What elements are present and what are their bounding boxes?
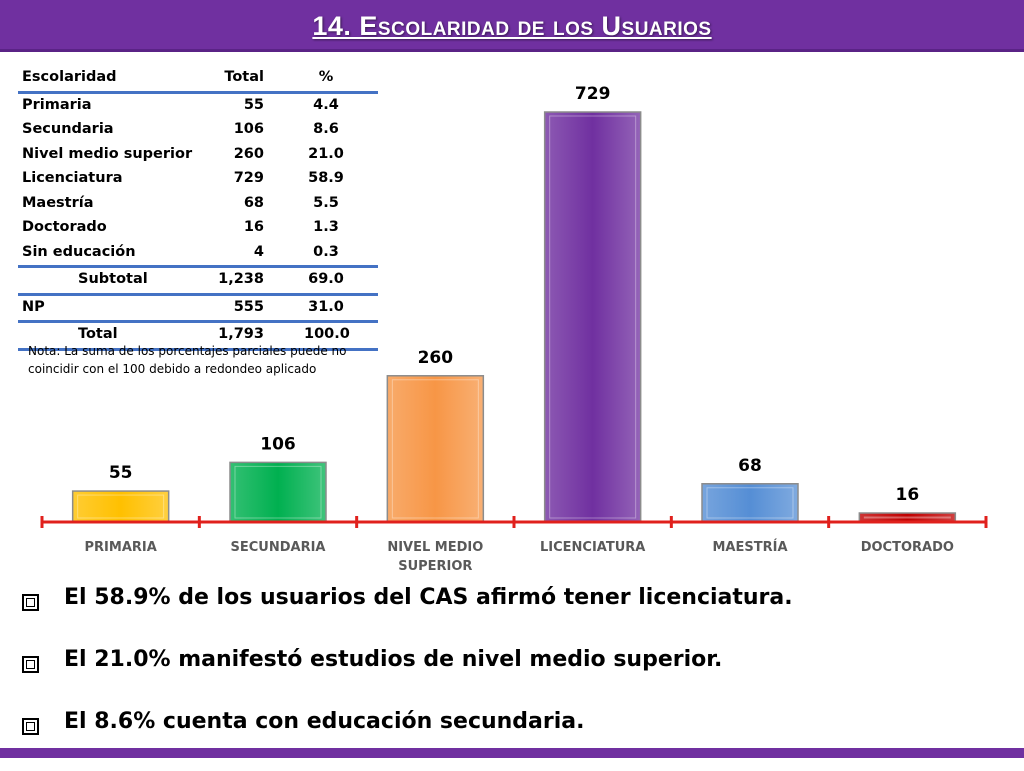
x-tick-label: LICENCIATURA bbox=[540, 540, 645, 555]
row-percent: 8.6 bbox=[313, 121, 339, 137]
row-total: 106 bbox=[233, 121, 264, 137]
row-percent: 58.9 bbox=[308, 170, 344, 186]
bar-highlight bbox=[549, 115, 637, 519]
table-row: Doctorado 16 1.3 bbox=[18, 216, 378, 241]
row-percent: 1.3 bbox=[313, 219, 339, 235]
title-bar: 14. Escolaridad de los Usuarios bbox=[0, 0, 1024, 52]
bullet-text: El 21.0% manifestó estudios de nivel med… bbox=[64, 647, 723, 672]
row-percent: 4.4 bbox=[313, 96, 339, 113]
row-total: 729 bbox=[233, 170, 264, 186]
row-percent: 0.3 bbox=[313, 243, 339, 260]
bar bbox=[229, 461, 327, 523]
np-total: 555 bbox=[233, 298, 264, 315]
row-label: Doctorado bbox=[22, 219, 107, 235]
checkbox-bullet-icon bbox=[22, 718, 39, 735]
row-label: Nivel medio superior bbox=[22, 145, 193, 162]
subtotal-row: Subtotal 1,238 69.0 bbox=[18, 265, 378, 296]
total-percent: 100.0 bbox=[304, 326, 350, 342]
bar-highlight bbox=[863, 516, 951, 519]
bar-highlight bbox=[391, 379, 479, 519]
x-tick-label: MAESTRÍA bbox=[712, 539, 787, 555]
row-total: 4 bbox=[253, 243, 264, 260]
row-total: 68 bbox=[243, 194, 264, 211]
row-total: 260 bbox=[233, 145, 264, 162]
x-tick-label: NIVEL MEDIO bbox=[387, 540, 483, 555]
data-label: 106 bbox=[260, 434, 296, 454]
total-row: Total 1,793 100.0 bbox=[18, 320, 378, 351]
table-row: Licenciatura 729 58.9 bbox=[18, 167, 378, 192]
x-tick-label: DOCTORADO bbox=[861, 540, 954, 555]
row-label: Sin educación bbox=[22, 243, 136, 260]
bar bbox=[543, 111, 642, 523]
table-row: Nivel medio superior 260 21.0 bbox=[18, 143, 378, 168]
subtotal-label: Subtotal bbox=[78, 271, 148, 287]
row-total: 16 bbox=[243, 219, 264, 235]
row-label: Maestría bbox=[22, 194, 94, 211]
subtotal-total: 1,238 bbox=[218, 271, 264, 287]
table-row: Secundaria 106 8.6 bbox=[18, 118, 378, 143]
x-tick-label: SECUNDARIA bbox=[231, 540, 326, 555]
subtotal-percent: 69.0 bbox=[308, 271, 344, 287]
x-tick-label: SUPERIOR bbox=[398, 559, 472, 574]
row-total: 55 bbox=[243, 96, 264, 113]
bullet-text: El 8.6% cuenta con educación secundaria. bbox=[64, 709, 585, 734]
data-label: 729 bbox=[575, 84, 611, 104]
note-line: Nota: La suma de los porcentajes parcial… bbox=[28, 344, 347, 358]
data-label: 68 bbox=[738, 456, 762, 476]
total-label: Total bbox=[78, 326, 118, 342]
header-escolaridad: Escolaridad bbox=[22, 69, 117, 85]
np-row: NP 555 31.0 bbox=[18, 296, 378, 321]
data-label: 55 bbox=[109, 463, 133, 483]
header-percent: % bbox=[318, 69, 334, 85]
bar-highlight bbox=[77, 494, 165, 519]
np-percent: 31.0 bbox=[308, 298, 344, 315]
row-label: Primaria bbox=[22, 96, 92, 113]
table-row: Sin educación 4 0.3 bbox=[18, 241, 378, 266]
np-label: NP bbox=[22, 298, 45, 315]
checkbox-bullet-icon bbox=[22, 656, 39, 673]
bar bbox=[386, 375, 485, 523]
bar-highlight bbox=[234, 465, 322, 519]
table-header-row: Escolaridad Total % bbox=[18, 66, 378, 94]
header-total: Total bbox=[224, 69, 264, 85]
checkbox-bullet-icon bbox=[22, 594, 39, 611]
row-label: Secundaria bbox=[22, 121, 114, 137]
row-percent: 5.5 bbox=[313, 194, 339, 211]
total-total: 1,793 bbox=[218, 326, 264, 342]
data-label: 260 bbox=[418, 348, 454, 368]
bar-chart: 55 PRIMARIA 106 SECUNDARIA 260 NIVEL MEDIO SUP… bbox=[40, 84, 988, 574]
bar bbox=[71, 490, 170, 523]
row-percent: 21.0 bbox=[308, 145, 344, 162]
row-label: Licenciatura bbox=[22, 170, 123, 186]
x-tick-label: PRIMARIA bbox=[85, 540, 157, 555]
page-title: 14. Escolaridad de los Usuarios bbox=[312, 11, 712, 41]
bullet-text: El 58.9% de los usuarios del CAS afirmó … bbox=[64, 585, 793, 610]
table-row: Primaria 55 4.4 bbox=[18, 94, 378, 119]
table-note: Nota: La suma de los porcentajes parcial… bbox=[28, 342, 388, 378]
data-label: 16 bbox=[895, 485, 919, 505]
bar-highlight bbox=[706, 487, 794, 519]
table-row: Maestría 68 5.5 bbox=[18, 192, 378, 217]
bar bbox=[701, 483, 799, 523]
note-line: coincidir con el 100 debido a redondeo a… bbox=[28, 362, 317, 376]
bottom-bar bbox=[0, 748, 1024, 758]
data-table: Escolaridad Total % Primaria 55 4.4 Secu… bbox=[18, 66, 378, 351]
